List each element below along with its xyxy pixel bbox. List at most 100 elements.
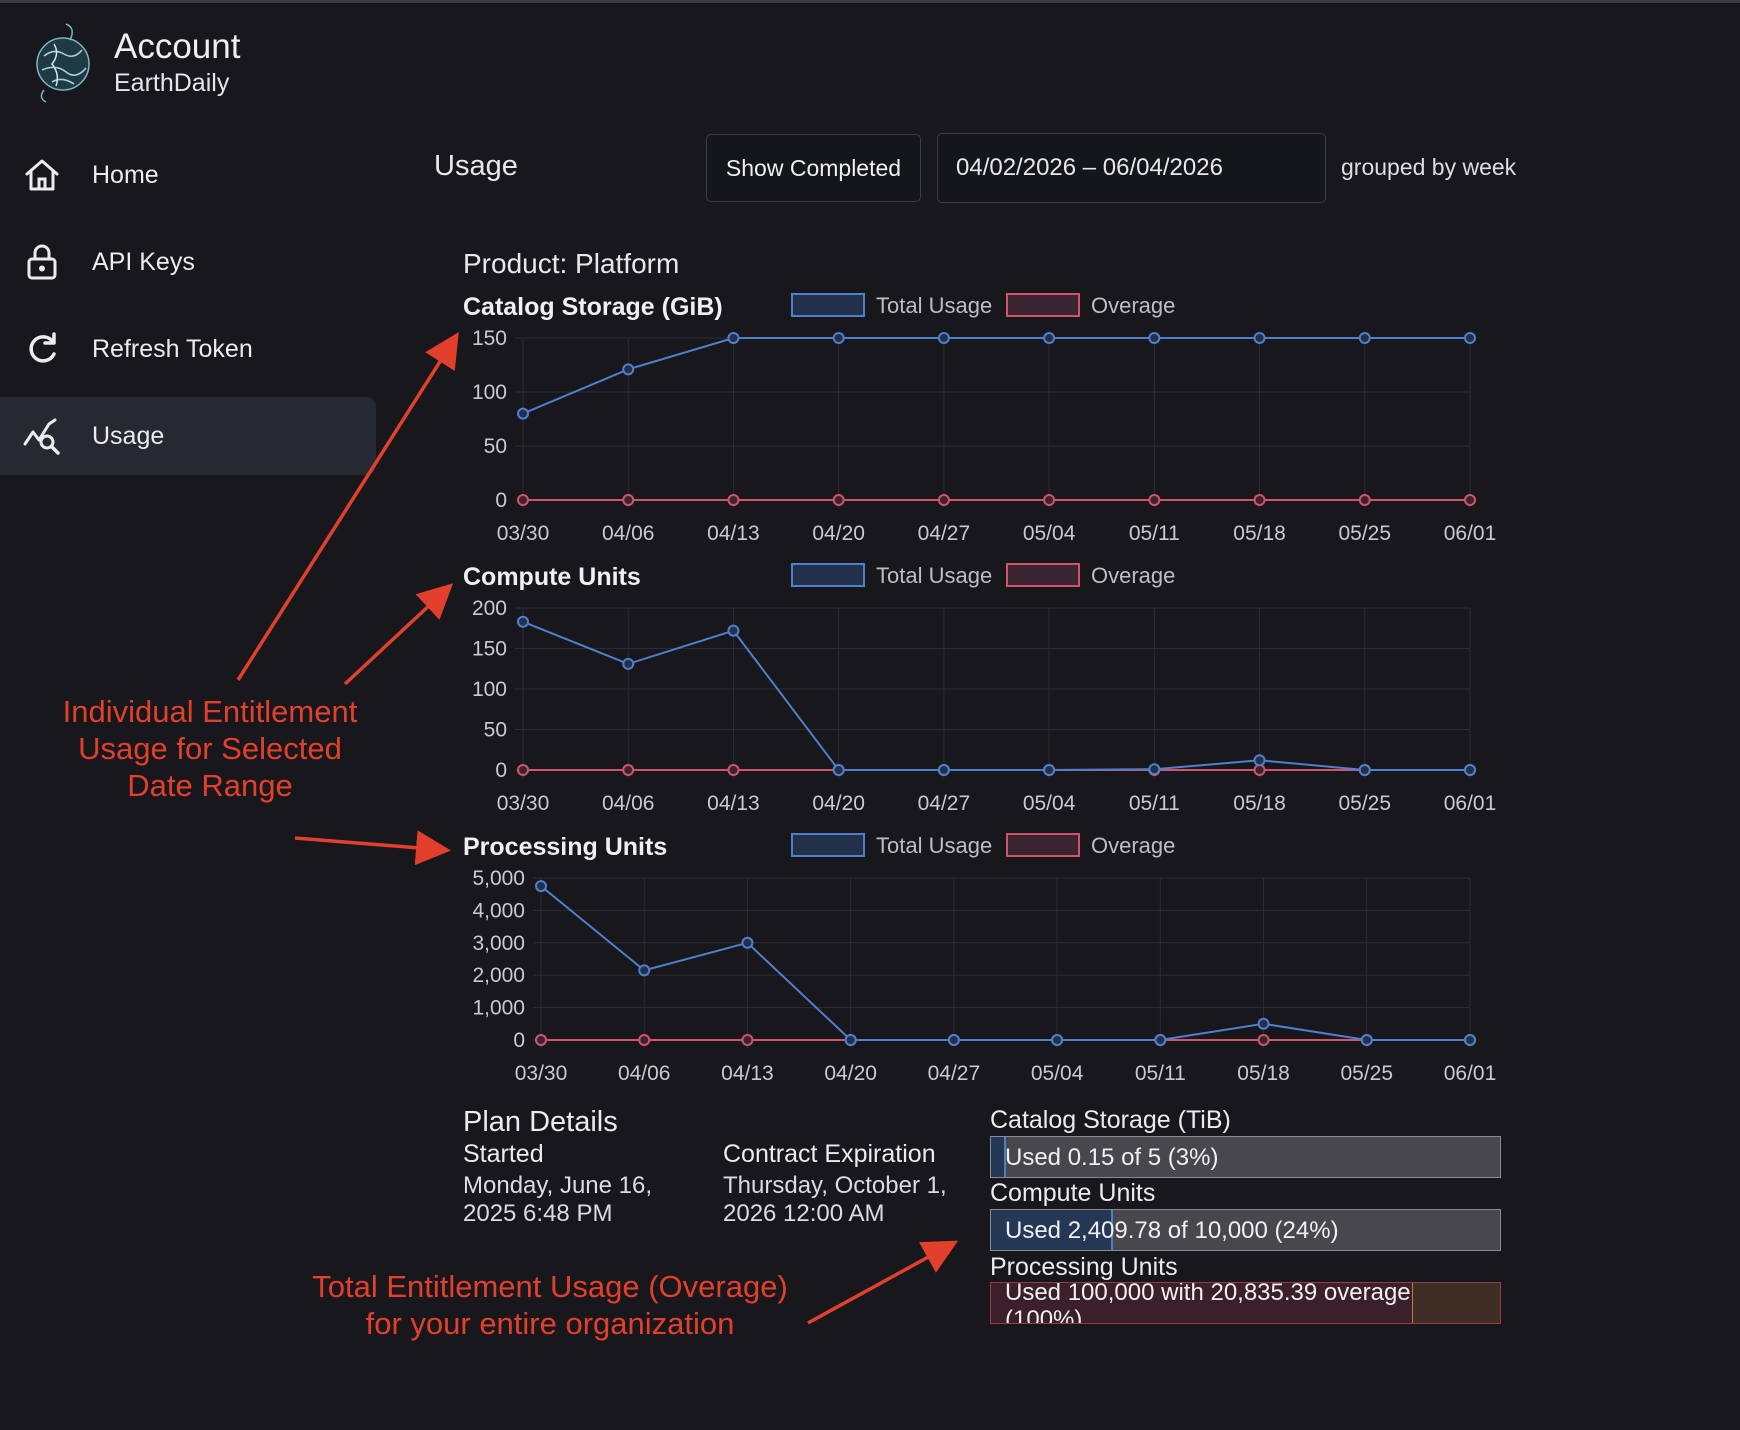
y-tick-label: 50 [484,435,507,458]
y-tick-label: 3,000 [472,932,525,955]
series-line-total-usage [522,337,1470,415]
sidebar-item-refresh-token[interactable]: Refresh Token [0,310,376,388]
x-tick-label: 05/04 [1023,522,1076,545]
plan-expiration: Contract Expiration Thursday, October 1,… [723,1140,963,1228]
data-point-total-usage [727,332,740,344]
x-tick-label: 05/04 [1023,792,1076,815]
data-point-total-usage [832,332,845,344]
data-point-total-usage [1148,332,1161,344]
sidebar-item-label: Usage [92,421,165,450]
data-point-total-usage [937,332,950,344]
data-point-total-usage [622,363,635,376]
data-point-overage [517,764,529,776]
data-point-total-usage [1253,332,1266,344]
plan-details-title: Plan Details [463,1106,618,1138]
y-tick-label: 2,000 [472,964,525,987]
x-tick-label: 05/18 [1233,792,1286,815]
product-title: Product: Platform [463,248,680,279]
legend-label-total: Total Usage [876,563,992,588]
x-tick-label: 04/20 [824,1062,877,1085]
data-point-overage [622,764,635,776]
y-tick-label: 150 [472,327,507,350]
data-point-overage [1043,494,1056,506]
y-tick-label: 0 [495,489,507,512]
data-point-total-usage [1043,332,1056,344]
meter-text: Used 100,000 with 20,835.39 overage (100… [1005,1282,1411,1324]
y-tick-label: 1,000 [472,997,525,1020]
series-line-total-usage [522,620,1470,771]
y-tick-label: 100 [472,678,507,701]
compute-units-meter: Used 2,409.78 of 10,000 (24%) [990,1209,1501,1251]
series-line-total-usage [540,885,1470,1041]
data-point-overage [1148,494,1161,506]
data-point-total-usage [517,615,529,628]
x-tick-label: 06/01 [1444,792,1497,815]
usage-chart-icon [23,418,60,455]
x-tick-label: 04/06 [602,522,655,545]
page-title: Usage [434,150,518,182]
processing-units-meter: Used 100,000 with 20,835.39 overage (100… [990,1282,1501,1324]
sidebar-item-label: Refresh Token [92,334,253,363]
y-tick-label: 0 [513,1029,525,1052]
data-point-total-usage [1043,764,1056,776]
data-point-overage [1464,494,1476,506]
x-tick-label: 05/11 [1135,1062,1186,1085]
x-tick-label: 05/04 [1031,1062,1084,1085]
x-tick-label: 04/13 [707,522,760,545]
started-value: Monday, June 16, 2025 6:48 PM [463,1172,653,1227]
started-label: Started [463,1140,544,1168]
expiration-label: Contract Expiration [723,1140,936,1168]
data-point-overage [937,494,950,506]
arrow-to-meters [807,1240,959,1325]
organization-name: EarthDaily [114,69,230,97]
chart-title: Catalog Storage (GiB) [463,293,723,321]
sidebar-item-api-keys[interactable]: API Keys [0,223,376,301]
data-point-total-usage [741,936,754,949]
data-point-total-usage [1464,332,1476,344]
x-tick-label: 03/30 [497,792,550,815]
meter-text: Used 0.15 of 5 (3%) [1005,1144,1219,1171]
data-point-overage [832,494,845,506]
data-point-overage [535,1034,547,1046]
annotation-individual-usage: Individual Entitlement Usage for Selecte… [62,694,358,803]
usage-charts: Catalog Storage (GiB) Total Usage Overage 0… [463,293,1497,1085]
data-point-total-usage [1358,764,1371,776]
x-tick-label: 05/11 [1129,522,1180,545]
x-tick-label: 04/06 [602,792,655,815]
x-tick-label: 06/01 [1444,1062,1497,1085]
data-point-total-usage [1148,763,1161,776]
data-point-total-usage [622,657,635,670]
top-border [0,0,1740,3]
x-tick-label: 04/27 [918,522,971,545]
grouping-label: grouped by week [1341,154,1517,180]
data-point-total-usage [832,764,845,776]
show-completed-button[interactable]: Show Completed [706,134,921,202]
refresh-icon [29,332,56,363]
legend-label-total: Total Usage [876,833,992,858]
expiration-value: Thursday, October 1, 2026 12:00 AM [723,1172,947,1227]
data-point-overage [1358,494,1371,506]
data-point-total-usage [1360,1034,1373,1046]
sidebar-item-home[interactable]: Home [0,136,376,214]
x-tick-label: 04/27 [918,792,971,815]
x-tick-label: 05/18 [1237,1062,1290,1085]
x-tick-label: 03/30 [497,522,550,545]
y-tick-label: 50 [484,719,507,742]
x-tick-label: 05/25 [1340,1062,1393,1085]
y-tick-label: 0 [495,759,507,782]
y-tick-label: 150 [472,638,507,661]
home-icon [25,159,59,191]
x-tick-label: 04/13 [721,1062,774,1085]
data-point-overage [1253,494,1266,506]
x-tick-label: 04/27 [928,1062,981,1085]
data-point-total-usage [1257,1017,1270,1030]
legend-label-overage: Overage [1091,293,1175,318]
data-point-total-usage [844,1034,857,1046]
plan-started: Started Monday, June 16, 2025 6:48 PM [463,1140,703,1228]
x-tick-label: 05/11 [1129,792,1180,815]
legend-swatch-overage [1006,833,1080,857]
x-tick-label: 06/01 [1444,522,1497,545]
y-tick-label: 200 [472,597,507,620]
date-range-picker[interactable]: 04/02/2026 – 06/04/2026 [937,133,1326,203]
meter-overage-fill [1412,1283,1500,1323]
